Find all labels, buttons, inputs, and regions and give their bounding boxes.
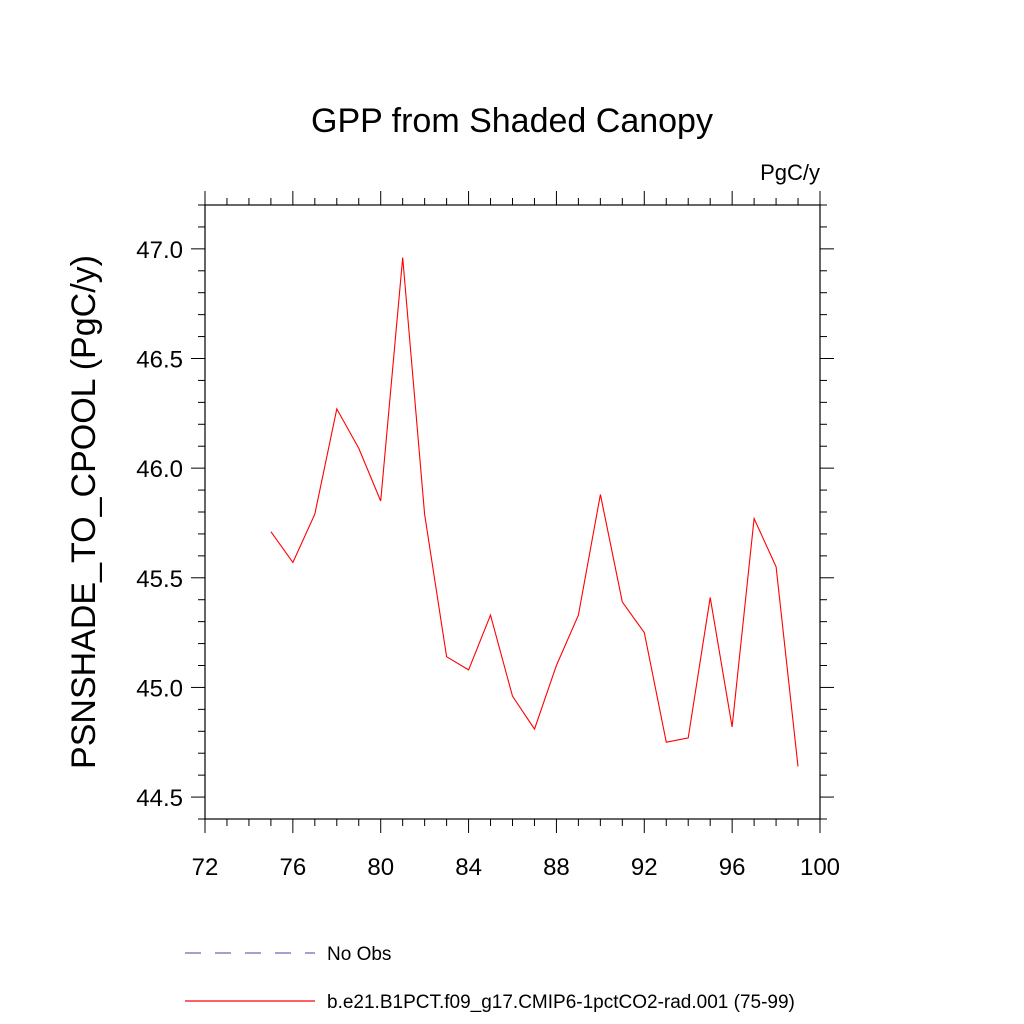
x-tick-label: 96 xyxy=(719,854,746,881)
data-point xyxy=(666,742,667,743)
x-tick-label: 72 xyxy=(192,854,219,881)
y-tick-label: 46.0 xyxy=(136,456,183,483)
data-point xyxy=(358,448,359,449)
legend: No Obs b.e21.B1PCT.f09_g17.CMIP6-1pctCO2… xyxy=(185,944,795,1013)
y-tick-label: 46.5 xyxy=(136,347,183,374)
x-tick-labels: 72 76 80 84 88 92 96 100 xyxy=(192,854,840,881)
legend-label-no-obs: No Obs xyxy=(327,944,391,965)
data-point xyxy=(270,531,271,532)
x-tick-label: 92 xyxy=(631,854,658,881)
series-layer xyxy=(270,257,799,767)
data-point xyxy=(797,766,798,767)
data-point xyxy=(622,601,623,602)
y-tick-label: 45.0 xyxy=(136,675,183,702)
chart-title: GPP from Shaded Canopy xyxy=(311,102,713,140)
y-tick-label: 47.0 xyxy=(136,237,183,264)
y-tick-label: 45.5 xyxy=(136,566,183,593)
data-point xyxy=(314,514,315,515)
x-tick-label: 84 xyxy=(455,854,482,881)
data-point xyxy=(754,518,755,519)
data-point xyxy=(424,514,425,515)
data-point xyxy=(490,614,491,615)
x-tick-label: 76 xyxy=(280,854,307,881)
data-point xyxy=(710,597,711,598)
x-tick-label: 88 xyxy=(543,854,570,881)
data-point xyxy=(402,257,403,258)
data-point xyxy=(775,566,776,567)
data-point xyxy=(556,665,557,666)
x-tick-label: 80 xyxy=(367,854,394,881)
data-point xyxy=(600,494,601,495)
data-point xyxy=(336,408,337,409)
y-tick-label: 44.5 xyxy=(136,785,183,812)
minor-ticks xyxy=(198,198,827,826)
legend-label-series: b.e21.B1PCT.f09_g17.CMIP6-1pctCO2-rad.00… xyxy=(327,992,795,1013)
data-point xyxy=(644,632,645,633)
data-point xyxy=(534,728,535,729)
data-point xyxy=(292,562,293,563)
y-axis-label: PSNSHADE_TO_CPOOL (PgC/y) xyxy=(65,255,103,769)
major-ticks xyxy=(191,191,834,833)
data-point xyxy=(468,669,469,670)
y-tick-labels: 44.5 45.0 45.5 46.0 46.5 47.0 xyxy=(136,237,183,812)
plot-frame xyxy=(204,204,821,820)
units-label: PgC/y xyxy=(760,160,820,185)
series-line xyxy=(270,257,799,767)
data-point xyxy=(446,656,447,657)
data-point xyxy=(688,737,689,738)
data-point xyxy=(512,696,513,697)
x-tick-label: 100 xyxy=(800,854,840,881)
data-point xyxy=(578,614,579,615)
data-point xyxy=(732,726,733,727)
data-point xyxy=(380,500,381,501)
